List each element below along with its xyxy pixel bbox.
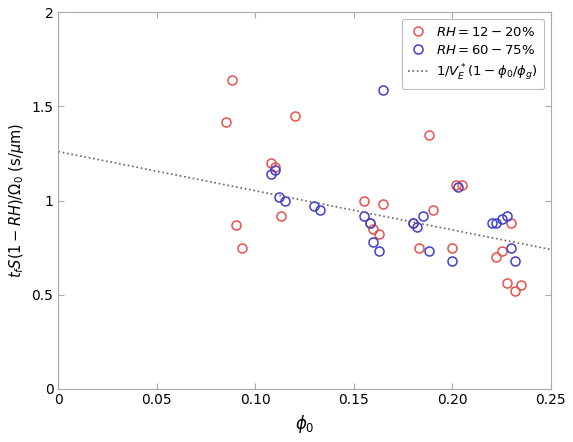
- $RH = 12-20\%$: [232, 222, 239, 228]
- $RH = 12-20\%$: [410, 221, 417, 226]
- $RH = 60-75\%$: [268, 171, 274, 177]
- $RH = 60-75\%$: [455, 185, 462, 190]
- $RH = 12-20\%$: [508, 221, 515, 226]
- $RH = 60-75\%$: [413, 224, 420, 229]
- Y-axis label: $t_f S(1-RH)/\Omega_0$ (s/$\mu$m): $t_f S(1-RH)/\Omega_0$ (s/$\mu$m): [7, 123, 26, 278]
- Line: $RH = 12-20\%$: $RH = 12-20\%$: [221, 76, 525, 295]
- $RH = 60-75\%$: [366, 221, 373, 226]
- $RH = 12-20\%$: [512, 288, 519, 293]
- $RH = 60-75\%$: [508, 245, 515, 250]
- $RH = 12-20\%$: [228, 77, 235, 83]
- $RH = 12-20\%$: [370, 226, 377, 232]
- $RH = 12-20\%$: [291, 113, 298, 118]
- $RH = 12-20\%$: [222, 119, 229, 124]
- $RH = 60-75\%$: [498, 217, 505, 222]
- $RH = 60-75\%$: [380, 87, 387, 92]
- $RH = 12-20\%$: [449, 245, 456, 250]
- $RH = 60-75\%$: [360, 213, 367, 218]
- $RH = 60-75\%$: [449, 258, 456, 263]
- $RH = 60-75\%$: [410, 221, 417, 226]
- $RH = 12-20\%$: [518, 282, 525, 288]
- $RH = 12-20\%$: [376, 232, 383, 237]
- $RH = 60-75\%$: [276, 194, 282, 199]
- $RH = 12-20\%$: [268, 160, 274, 166]
- $RH = 12-20\%$: [380, 202, 387, 207]
- $RH = 12-20\%$: [425, 132, 432, 137]
- $RH = 60-75\%$: [376, 249, 383, 254]
- $RH = 12-20\%$: [458, 183, 465, 188]
- $RH = 60-75\%$: [281, 198, 288, 203]
- $RH = 12-20\%$: [415, 245, 422, 250]
- $RH = 12-20\%$: [272, 164, 278, 169]
- $RH = 60-75\%$: [419, 213, 426, 218]
- $RH = 60-75\%$: [317, 207, 324, 213]
- Legend: $RH = 12-20\%$, $RH = 60-75\%$, $1/V_E^*(1-\phi_0/\phi_g)$: $RH = 12-20\%$, $RH = 60-75\%$, $1/V_E^*…: [402, 19, 544, 89]
- $RH = 12-20\%$: [504, 281, 511, 286]
- Line: $RH = 60-75\%$: $RH = 60-75\%$: [266, 85, 520, 265]
- $RH = 60-75\%$: [512, 258, 519, 263]
- $RH = 12-20\%$: [429, 207, 436, 213]
- $RH = 60-75\%$: [492, 221, 499, 226]
- $RH = 12-20\%$: [498, 249, 505, 254]
- $RH = 60-75\%$: [311, 203, 318, 209]
- $RH = 60-75\%$: [272, 168, 278, 173]
- $RH = 12-20\%$: [238, 245, 245, 250]
- $RH = 60-75\%$: [370, 239, 377, 244]
- $RH = 12-20\%$: [360, 198, 367, 203]
- $RH = 60-75\%$: [425, 249, 432, 254]
- $RH = 12-20\%$: [366, 221, 373, 226]
- $RH = 12-20\%$: [492, 254, 499, 259]
- X-axis label: $\phi_0$: $\phi_0$: [295, 413, 315, 435]
- $RH = 60-75\%$: [488, 221, 495, 226]
- $RH = 12-20\%$: [277, 213, 284, 218]
- $RH = 60-75\%$: [504, 213, 511, 218]
- $RH = 12-20\%$: [453, 183, 460, 188]
